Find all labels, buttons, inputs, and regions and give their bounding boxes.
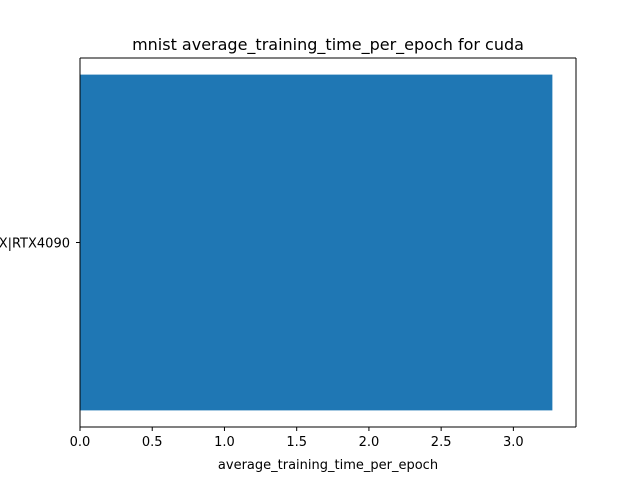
chart-title: mnist average_training_time_per_epoch fo… xyxy=(132,35,524,55)
y-tick-label: X|RTX4090 xyxy=(0,237,70,252)
x-tick-label: 3.0 xyxy=(503,435,524,450)
x-tick-label: 2.0 xyxy=(359,435,380,450)
x-axis-label: average_training_time_per_epoch xyxy=(218,458,438,473)
y-ticks: X|RTX4090 xyxy=(0,237,80,252)
x-tick-label: 1.0 xyxy=(214,435,235,450)
x-tick-label: 2.5 xyxy=(431,435,452,450)
x-tick-label: 0.0 xyxy=(70,435,91,450)
bar xyxy=(80,74,553,411)
x-tick-label: 0.5 xyxy=(142,435,163,450)
x-tick-label: 1.5 xyxy=(286,435,307,450)
bars-layer xyxy=(80,74,553,411)
x-ticks: 0.0 0.5 1.0 1.5 2.0 2.5 3.0 xyxy=(70,427,524,450)
